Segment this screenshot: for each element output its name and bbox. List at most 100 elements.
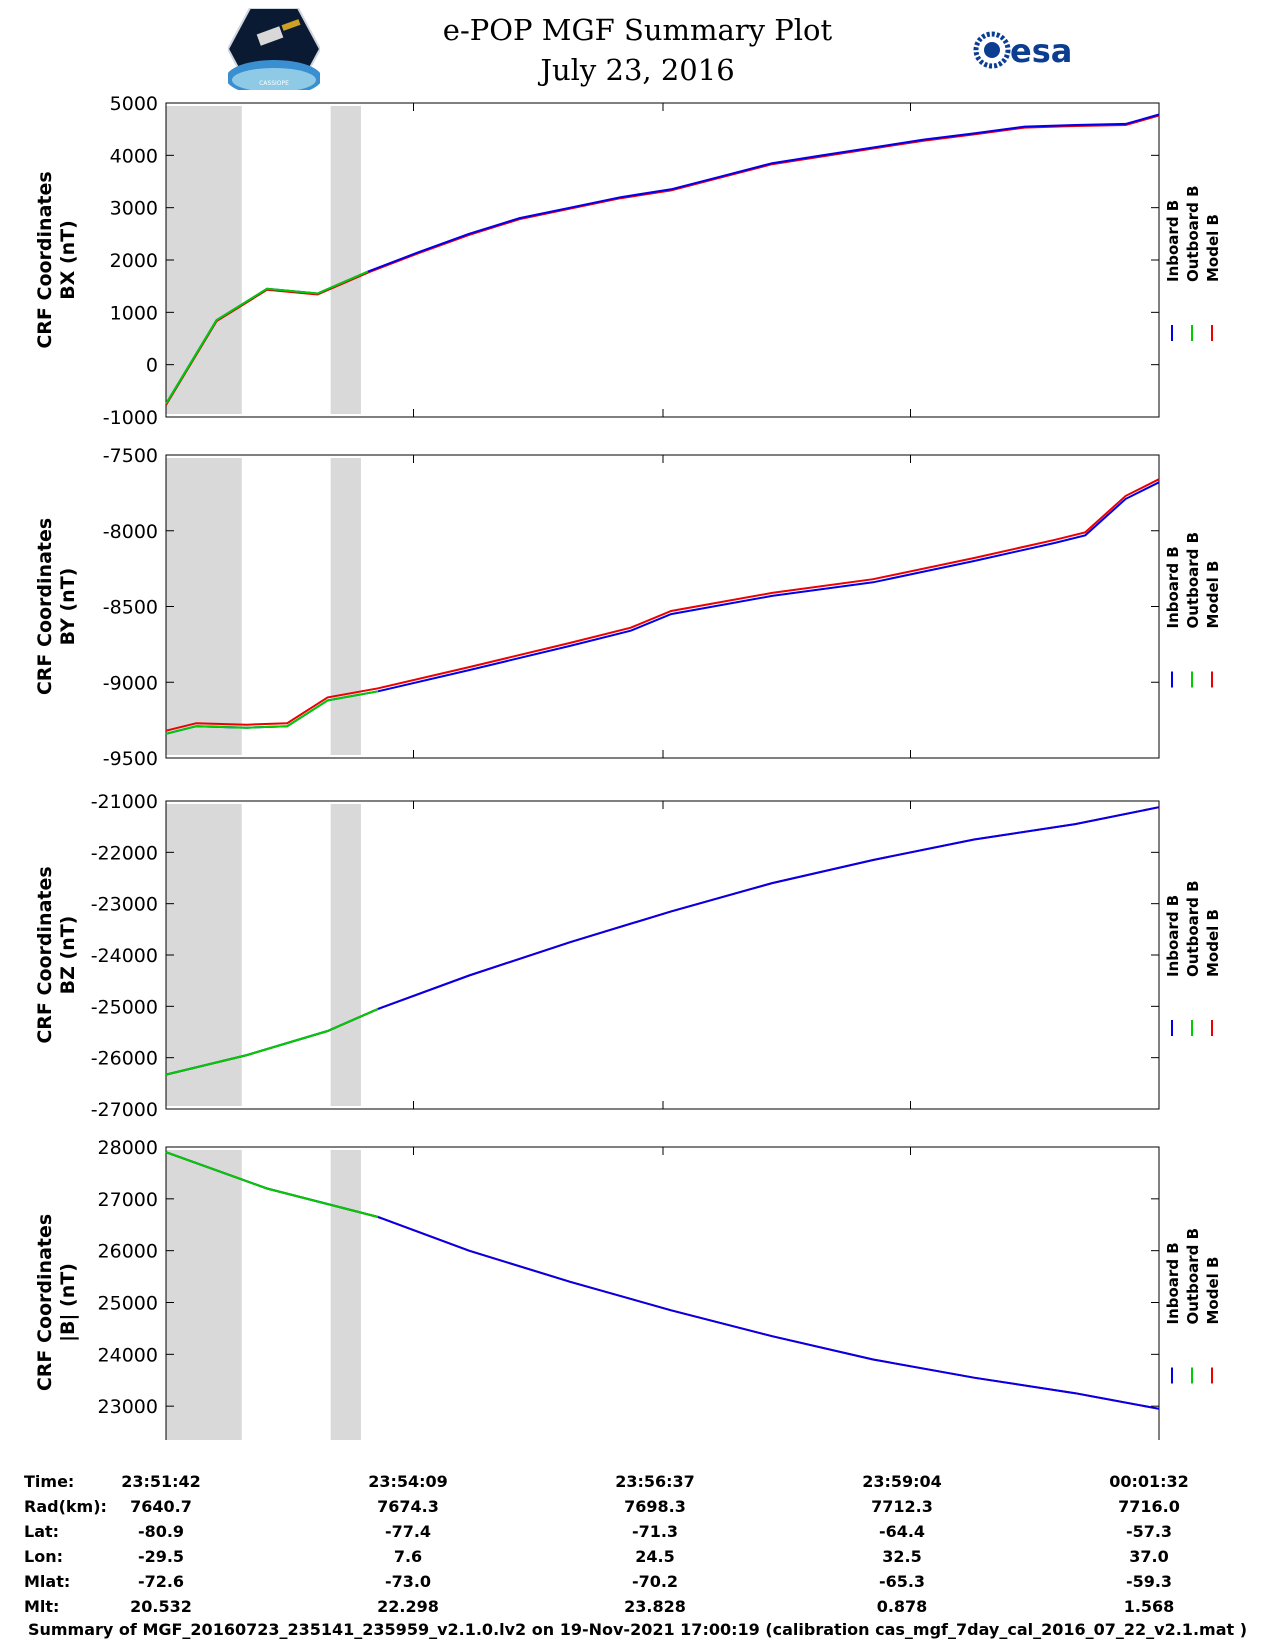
ephemeris-label: Time:: [24, 1472, 75, 1491]
series-model-b: [165, 114, 1160, 406]
ephemeris-value: 23:59:04: [862, 1472, 942, 1491]
y-tick-label: -25000: [91, 996, 158, 1018]
ephemeris-value: 0.878: [876, 1597, 928, 1616]
data-gap-shading: [166, 106, 242, 414]
series-outboard-b: [165, 1151, 379, 1218]
series-model-b: [165, 478, 1160, 732]
ephemeris-label: Rad(km):: [24, 1497, 107, 1516]
y-tick-label: 25000: [98, 1293, 158, 1315]
legend-model-label: Model B: [1204, 214, 1222, 282]
ephemeris-value: 7.6: [393, 1547, 423, 1566]
ephemeris-value: 20.532: [130, 1597, 192, 1616]
ephemeris-row: Mlt: 20.532 22.298 23.828 0.878 1.568: [0, 1597, 1275, 1622]
y-tick-label: 3000: [110, 198, 158, 220]
y-tick-label: -8000: [103, 521, 158, 543]
ephemeris-value: 7640.7: [130, 1497, 192, 1516]
plot-title: e-POP MGF Summary Plot July 23, 2016: [0, 10, 1275, 90]
ephemeris-value: -29.5: [137, 1547, 185, 1566]
ephemeris-value: 7712.3: [871, 1497, 933, 1516]
bmag-panel: 22000230002400025000260002700028000CRF C…: [34, 1137, 1222, 1440]
series-outboard-b: [165, 690, 379, 735]
series-model-b: [165, 1151, 1160, 1410]
plot-frame: [165, 454, 1160, 759]
esa-logo: esa: [973, 31, 1072, 70]
ephemeris-value: 7674.3: [377, 1497, 439, 1516]
ephemeris-value: 7698.3: [624, 1497, 686, 1516]
y-tick-label: 28000: [98, 1137, 158, 1159]
cassiope-logo-text: CASSIOPE: [259, 80, 289, 87]
ephemeris-label: Lon:: [24, 1547, 63, 1566]
data-gap-shading: [330, 804, 361, 1106]
title-text: e-POP MGF Summary Plot: [442, 13, 833, 47]
ephemeris-value: -57.3: [1125, 1522, 1173, 1541]
series-inboard-b: [165, 481, 1160, 735]
bz-panel: -27000 -26000 -25000 -24000 -23000 -22000 -210…: [34, 791, 1222, 1121]
legend-outboard-label: Outboard B: [1184, 880, 1202, 977]
series-outboard-b: [165, 270, 369, 405]
title-date: July 23, 2016: [540, 53, 735, 87]
y-axis-label: BZ (nT): [57, 916, 79, 995]
y-axis-label: BY (nT): [57, 568, 79, 646]
y-tick-label: -26000: [91, 1048, 158, 1070]
bx-panel: -1000 0 1000 2000 3000 4000 5000 CRF Coordinate…: [34, 93, 1222, 429]
ephemeris-row: Lat: -80.9 -77.4 -71.3 -64.4 -57.3: [0, 1522, 1275, 1547]
y-tick-label: -23000: [91, 894, 158, 916]
ephemeris-value: 24.5: [635, 1547, 675, 1566]
y-tick-label: -22000: [91, 842, 158, 864]
series-inboard-b: [165, 113, 1160, 405]
y-axis-label: CRF Coordinates: [34, 518, 56, 695]
y-tick-label: -21000: [91, 791, 158, 813]
ephemeris-value: -64.4: [878, 1522, 926, 1541]
ephemeris-value: -72.6: [137, 1572, 185, 1591]
series-outboard-b: [165, 1007, 379, 1076]
y-tick-label: 27000: [98, 1189, 158, 1211]
esa-logo-text: esa: [1010, 32, 1072, 70]
legend-inboard-label: Inboard B: [1164, 1242, 1182, 1324]
ephemeris-value: 23:54:09: [368, 1472, 448, 1491]
y-axis-label: CRF Coordinates: [34, 866, 56, 1043]
plot-frame: [165, 1146, 1160, 1440]
y-tick-label: -1000: [103, 407, 158, 429]
y-axis-label: |B| (nT): [57, 1263, 79, 1342]
y-tick-label: 26000: [98, 1241, 158, 1263]
plots-area: -1000 0 1000 2000 3000 4000 5000 CRF Coordinate…: [34, 93, 1222, 1440]
legend-inboard-label: Inboard B: [1164, 895, 1182, 977]
ephemeris-value: 23:56:37: [615, 1472, 695, 1491]
y-tick-label: 4000: [110, 145, 158, 167]
y-axis-label: BX (nT): [57, 220, 79, 300]
ephemeris-value: 1.568: [1123, 1597, 1175, 1616]
data-gap-shading: [330, 1150, 361, 1440]
ephemeris-value: 23:51:42: [121, 1472, 201, 1491]
data-gap-shading: [330, 106, 361, 414]
legend-outboard-label: Outboard B: [1184, 185, 1202, 282]
y-tick-label: 2000: [110, 250, 158, 272]
plot-frame: [165, 800, 1160, 1110]
legend-inboard-label: Inboard B: [1164, 200, 1182, 282]
ephemeris-row: Rad(km): 7640.7 7674.3 7698.3 7712.3 7716.0: [0, 1497, 1275, 1522]
ephemeris-value: 22.298: [377, 1597, 439, 1616]
ephemeris-label: Mlat:: [24, 1572, 71, 1591]
y-tick-label: -24000: [91, 945, 158, 967]
y-tick-label: -27000: [91, 1099, 158, 1121]
data-gap-shading: [330, 458, 361, 755]
ephemeris-row: Mlat: -72.6 -73.0 -70.2 -65.3 -59.3: [0, 1572, 1275, 1597]
y-tick-label: 1000: [110, 302, 158, 324]
ephemeris-value: -59.3: [1125, 1572, 1173, 1591]
ephemeris-value: -71.3: [631, 1522, 679, 1541]
plot-frame: [165, 102, 1160, 418]
y-axis-label: CRF Coordinates: [34, 1214, 56, 1391]
legend-outboard-label: Outboard B: [1184, 1228, 1202, 1325]
legend-model-label: Model B: [1204, 909, 1222, 977]
ephemeris-value: 00:01:32: [1109, 1472, 1189, 1491]
y-tick-label: -9000: [103, 672, 158, 694]
y-tick-label: -8500: [103, 597, 158, 619]
ephemeris-value: -65.3: [878, 1572, 926, 1591]
y-tick-label: 24000: [98, 1344, 158, 1366]
ephemeris-value: -73.0: [384, 1572, 432, 1591]
by-panel: -9500 -9000 -8500 -8000 -7500 CRF Coordinates…: [34, 445, 1222, 770]
legend-model-label: Model B: [1204, 561, 1222, 629]
data-gap-shading: [166, 458, 242, 755]
legend-model-label: Model B: [1204, 1257, 1222, 1325]
y-tick-label: 5000: [110, 93, 158, 115]
ephemeris-row: Time: 23:51:42 23:54:09 23:56:37 23:59:04 00:…: [0, 1472, 1275, 1497]
